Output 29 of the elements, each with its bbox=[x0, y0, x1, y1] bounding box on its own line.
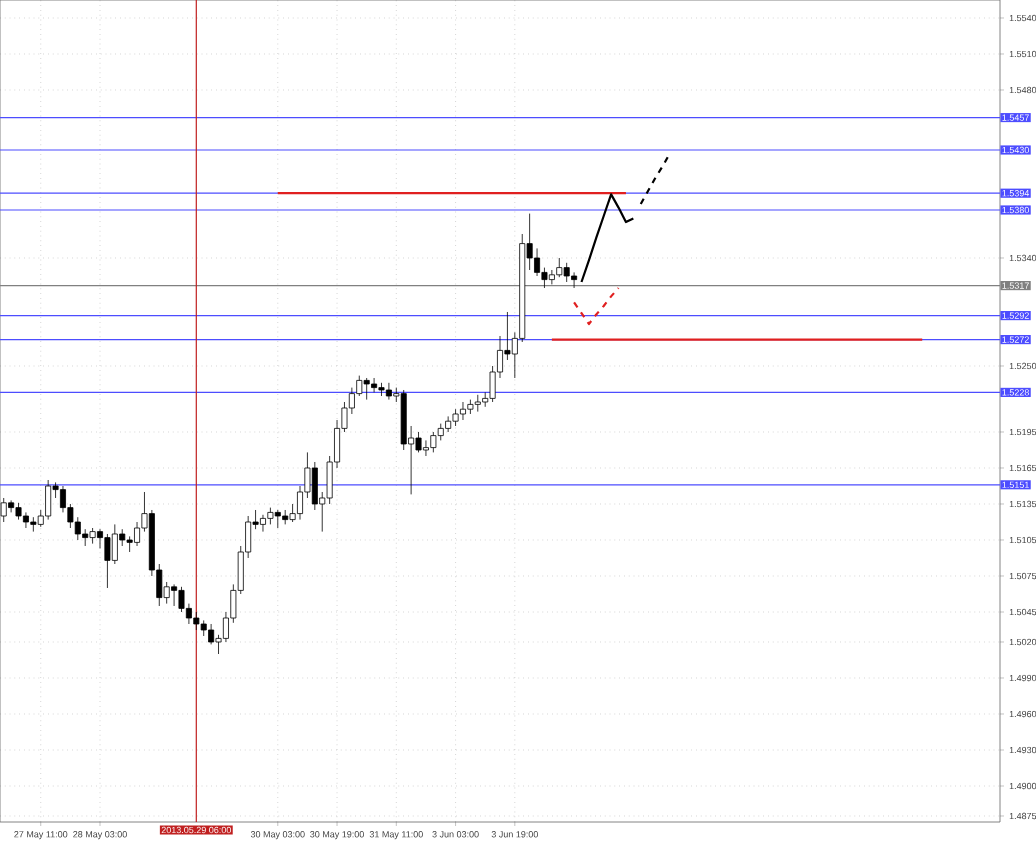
candlestick bbox=[311, 461, 318, 511]
candlestick bbox=[430, 431, 437, 453]
line-series bbox=[580, 193, 635, 284]
candlestick bbox=[371, 377, 378, 393]
candlestick bbox=[363, 377, 370, 400]
candlestick bbox=[274, 509, 281, 529]
candlestick bbox=[171, 584, 178, 607]
candlestick bbox=[111, 524, 118, 565]
candlestick bbox=[556, 257, 563, 278]
candlestick bbox=[563, 262, 570, 283]
line-series bbox=[572, 286, 620, 326]
candlestick bbox=[422, 440, 429, 457]
candlestick bbox=[45, 479, 52, 520]
line-series bbox=[639, 151, 672, 206]
candlestick bbox=[474, 394, 481, 412]
candlestick bbox=[82, 528, 89, 547]
candlestick bbox=[548, 269, 555, 285]
candlestick bbox=[0, 497, 7, 523]
candlestick bbox=[134, 521, 141, 547]
candlestick bbox=[104, 533, 111, 589]
candlestick bbox=[22, 512, 29, 529]
candlestick bbox=[259, 514, 266, 532]
candlestick bbox=[30, 516, 37, 532]
candlestick bbox=[8, 500, 15, 513]
candlestick bbox=[534, 248, 541, 277]
candlestick bbox=[385, 382, 392, 400]
candlestick bbox=[208, 623, 215, 645]
candlestick bbox=[571, 272, 578, 289]
candlestick bbox=[459, 401, 466, 421]
